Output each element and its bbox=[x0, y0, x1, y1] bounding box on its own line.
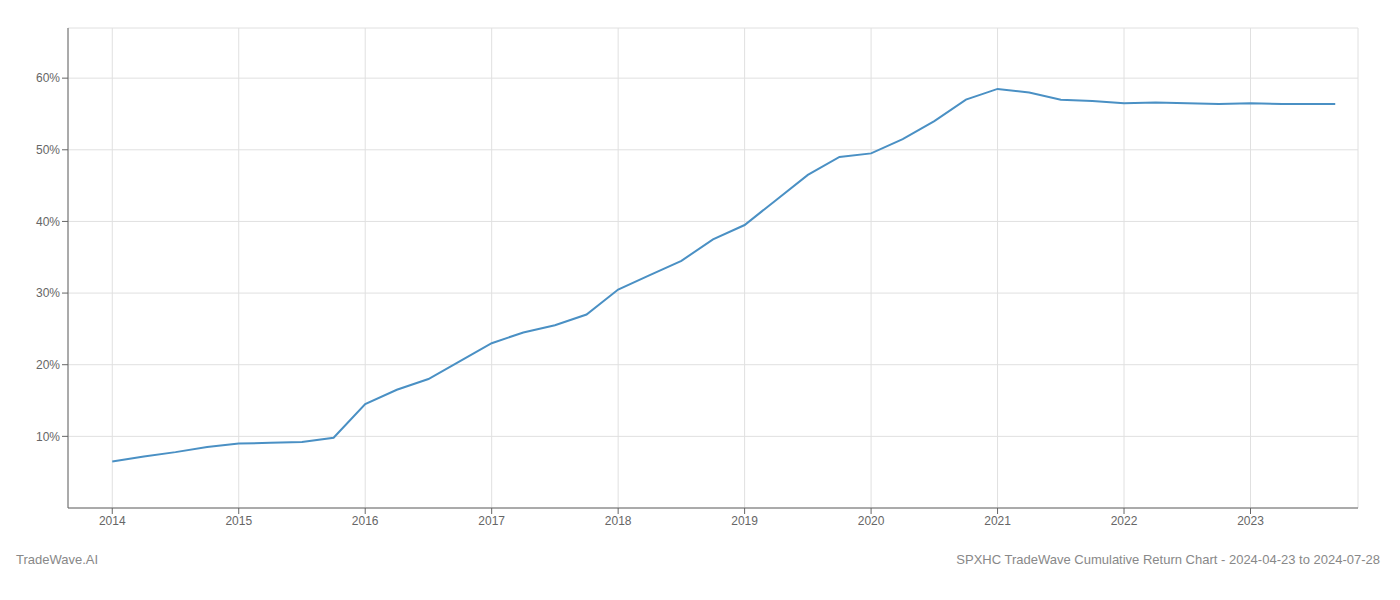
svg-text:2019: 2019 bbox=[731, 514, 758, 528]
svg-text:60%: 60% bbox=[36, 71, 60, 85]
svg-text:50%: 50% bbox=[36, 143, 60, 157]
svg-text:2017: 2017 bbox=[478, 514, 505, 528]
svg-text:2018: 2018 bbox=[605, 514, 632, 528]
svg-text:10%: 10% bbox=[36, 430, 60, 444]
svg-text:30%: 30% bbox=[36, 286, 60, 300]
svg-text:2021: 2021 bbox=[984, 514, 1011, 528]
html-text:TradeWave.AI: TradeWave.AI bbox=[16, 552, 99, 567]
svg-text:2020: 2020 bbox=[858, 514, 885, 528]
svg-text:2022: 2022 bbox=[1111, 514, 1138, 528]
svg-text:40%: 40% bbox=[36, 215, 60, 229]
svg-text:2016: 2016 bbox=[352, 514, 379, 528]
svg-text:20%: 20% bbox=[36, 358, 60, 372]
svg-text:2023: 2023 bbox=[1237, 514, 1264, 528]
html-text:SPXHC TradeWave Cumulative Ret: SPXHC TradeWave Cumulative Return Chart … bbox=[956, 552, 1380, 567]
svg-text:2015: 2015 bbox=[225, 514, 252, 528]
svg-text:2014: 2014 bbox=[99, 514, 126, 528]
